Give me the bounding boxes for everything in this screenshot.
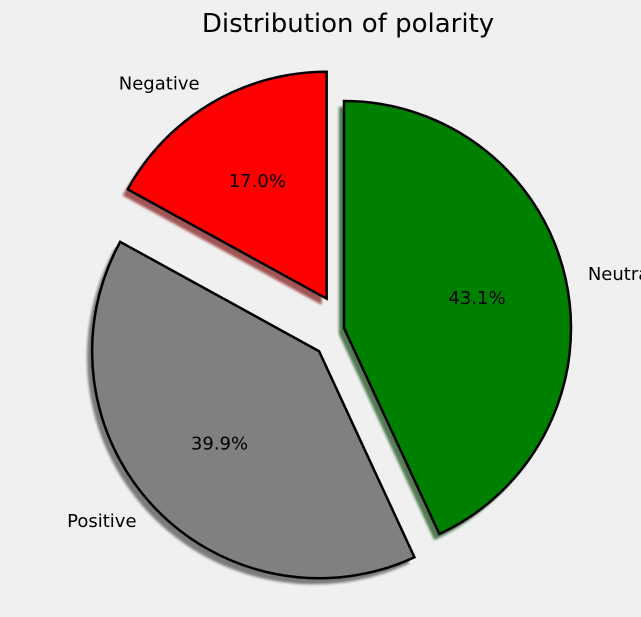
pie-slice-positive [90, 240, 417, 580]
slice-label-neutral: Neutral [588, 264, 641, 285]
slice-layer [90, 70, 573, 580]
pct-label-positive: 39.9% [191, 434, 248, 455]
chart-title: Distribution of polarity [202, 9, 494, 39]
pie-slice-negative [126, 70, 328, 301]
pct-label-neutral: 43.1% [448, 288, 505, 309]
slice-label-negative: Negative [119, 73, 200, 94]
label-layer: Negative 17.0% Positive 39.9% Neutral 43.1% [67, 73, 641, 532]
slice-label-positive: Positive [67, 511, 136, 532]
pct-label-negative: 17.0% [229, 171, 286, 192]
pie-slice-neutral [342, 99, 573, 536]
